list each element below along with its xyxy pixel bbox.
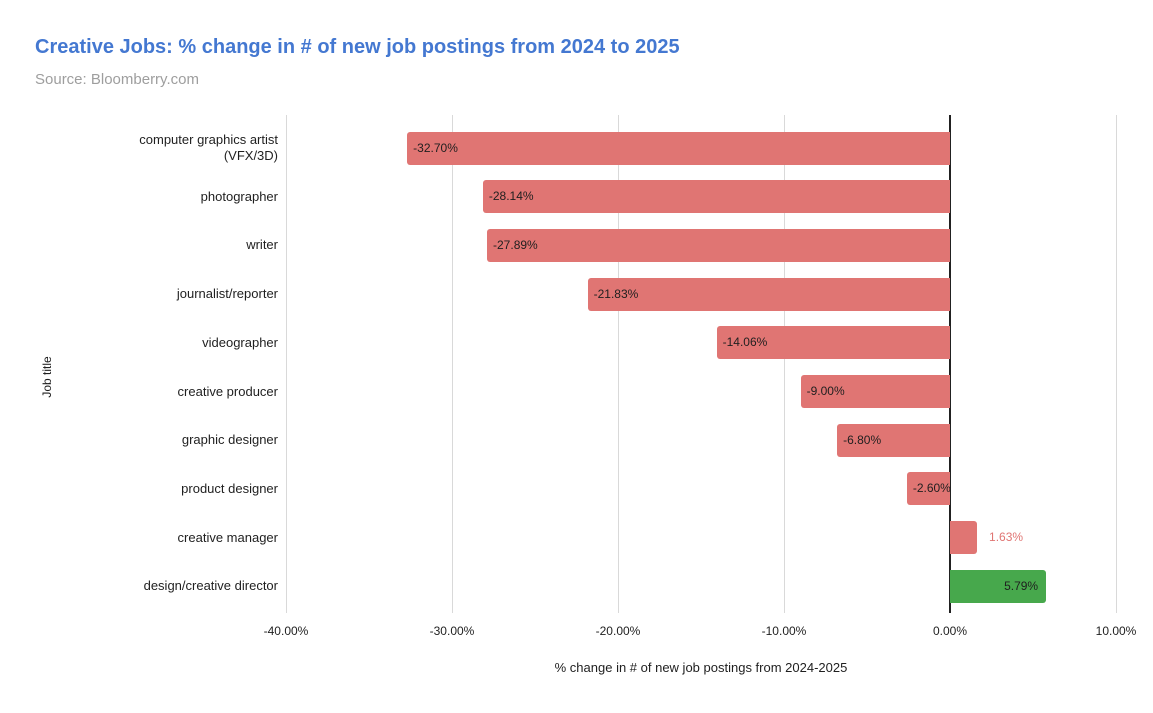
bar (837, 423, 950, 457)
x-tick-label: 10.00% (1095, 624, 1137, 638)
x-tick-label: -30.00% (429, 624, 475, 638)
x-tick-label: -40.00% (263, 624, 309, 638)
bar-value-label: 1.63% (989, 530, 1024, 545)
gridline (1116, 115, 1117, 613)
gridline (286, 115, 287, 613)
bar (487, 228, 950, 262)
category-label: videographer (202, 334, 278, 350)
bar (587, 277, 950, 311)
plot-area: -32.70% -28.14% -27.89% -21.83% -14.06% -9.00… (286, 115, 1117, 613)
bar (716, 326, 950, 360)
x-axis-title: % change in # of new job postings from 2… (554, 660, 848, 675)
category-label: creative producer (177, 383, 278, 399)
category-label: design/creative director (143, 578, 278, 594)
gridline (618, 115, 619, 613)
bar (482, 180, 950, 214)
zero-axis-line (949, 115, 951, 613)
category-label: product designer (181, 480, 278, 496)
category-label: writer (246, 237, 278, 253)
category-label: graphic designer (181, 432, 278, 448)
bar-value-label: -9.00% (806, 384, 845, 398)
bar (906, 472, 950, 506)
bar-value-label: -27.89% (493, 237, 538, 252)
gridline (452, 115, 453, 613)
bar-value-label: -6.80% (843, 432, 882, 447)
bar-value-label: -21.83% (593, 286, 639, 301)
chart-title: Creative Jobs: % change in # of new job … (35, 36, 680, 58)
bar-value-label: -32.70% (413, 140, 458, 155)
category-label: creative manager (177, 529, 278, 545)
gridline (784, 115, 785, 613)
x-tick-label: 0.00% (932, 624, 968, 638)
bar (800, 375, 950, 408)
category-label: computer graphics artist (VFX/3D) (139, 132, 278, 163)
category-label: photographer (200, 188, 278, 204)
bar (407, 131, 950, 165)
bar-value-label: -14.06% (722, 335, 768, 350)
x-tick-label: -20.00% (595, 624, 641, 638)
bar-value-label: -2.60% (912, 481, 951, 496)
x-tick-label: -10.00% (761, 624, 807, 638)
category-label: journalist/reporter (176, 286, 278, 302)
bar-value-label: 5.79% (1004, 578, 1039, 593)
chart-subtitle: Source: Bloomberry.com (35, 71, 199, 88)
bar-value-label: -28.14% (488, 189, 534, 204)
bar (950, 521, 978, 555)
bar (950, 569, 1047, 603)
